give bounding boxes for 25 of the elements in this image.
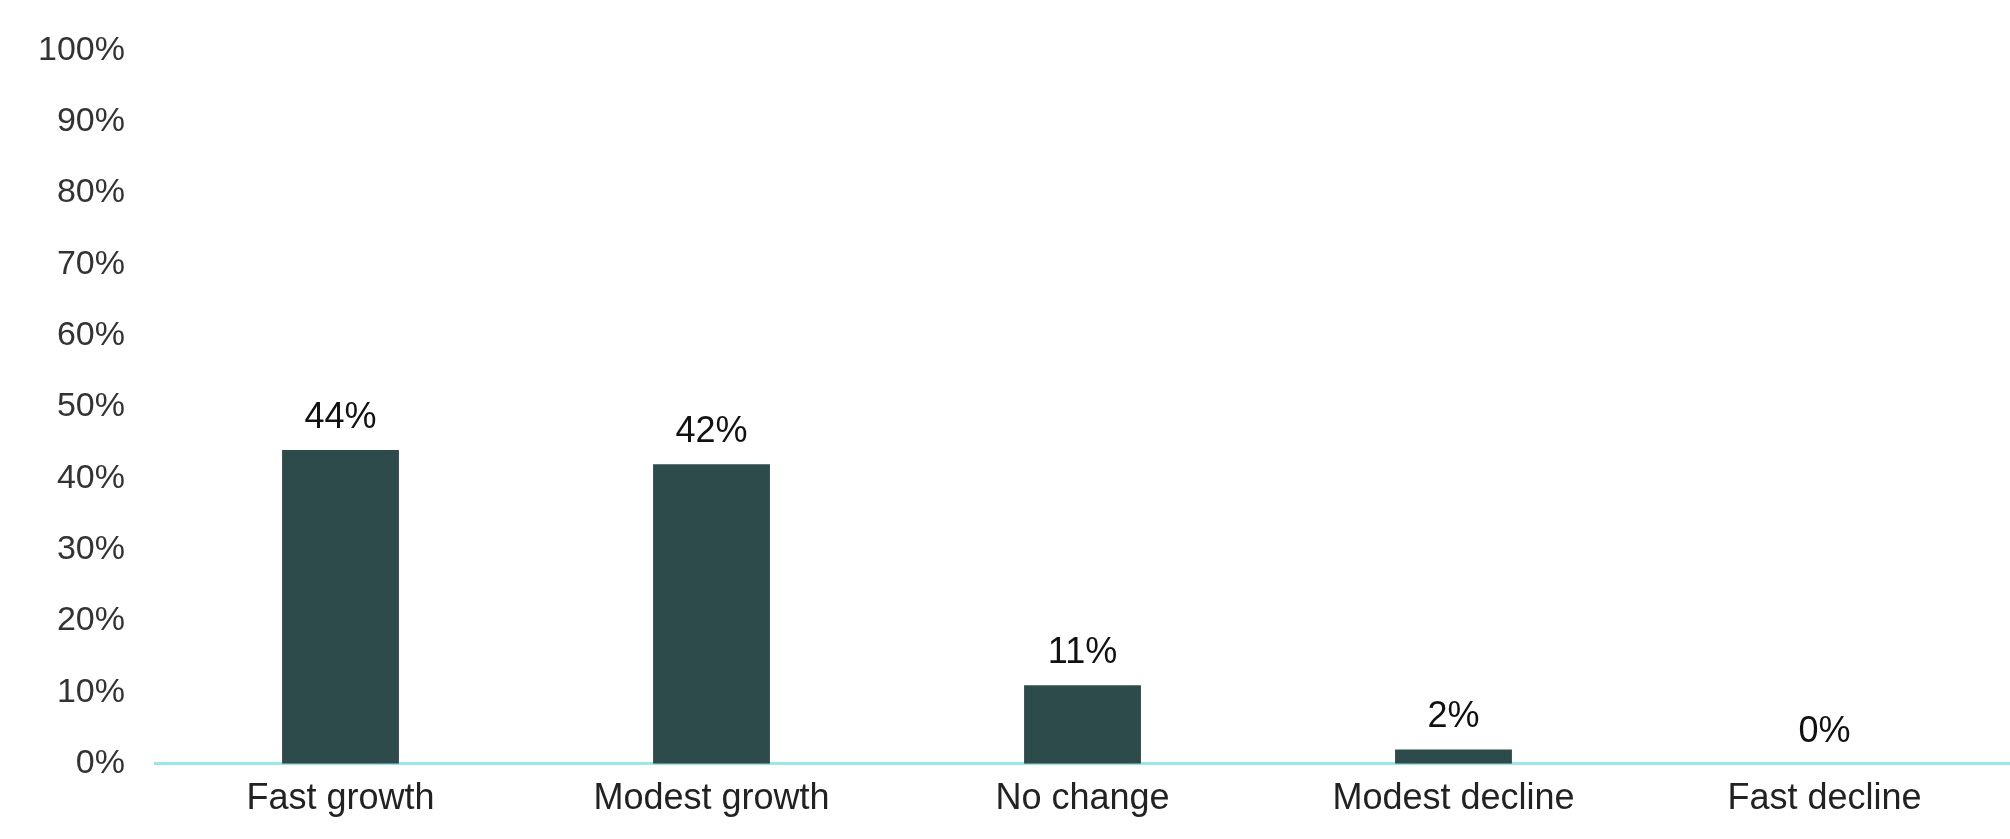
data-label: 42%: [675, 409, 748, 451]
y-tick-label: 40%: [56, 456, 125, 495]
y-tick-label: 30%: [56, 528, 125, 567]
x-tick-label: Fast decline: [1727, 776, 1922, 818]
y-tick-label: 80%: [56, 171, 125, 210]
y-tick-label: 20%: [56, 599, 125, 638]
y-tick-label: 60%: [56, 314, 125, 353]
x-tick-label: Modest decline: [1332, 776, 1575, 818]
bar: [1395, 749, 1512, 764]
data-label: 44%: [304, 394, 377, 436]
bar: [1024, 685, 1141, 764]
y-tick-label: 90%: [56, 100, 125, 139]
y-tick-label: 50%: [56, 385, 125, 424]
x-tick-label: No change: [995, 776, 1170, 818]
data-label: 2%: [1427, 694, 1480, 736]
bar: [282, 449, 399, 764]
y-tick-label: 0%: [75, 742, 125, 781]
x-tick-label: Fast growth: [246, 776, 435, 818]
data-label: 0%: [1798, 708, 1851, 750]
bar: [653, 464, 770, 764]
y-tick-label: 70%: [56, 242, 125, 281]
y-tick-label: 100%: [38, 28, 125, 67]
y-tick-label: 10%: [56, 670, 125, 709]
data-label: 11%: [1047, 630, 1118, 672]
x-tick-label: Modest growth: [593, 776, 830, 818]
